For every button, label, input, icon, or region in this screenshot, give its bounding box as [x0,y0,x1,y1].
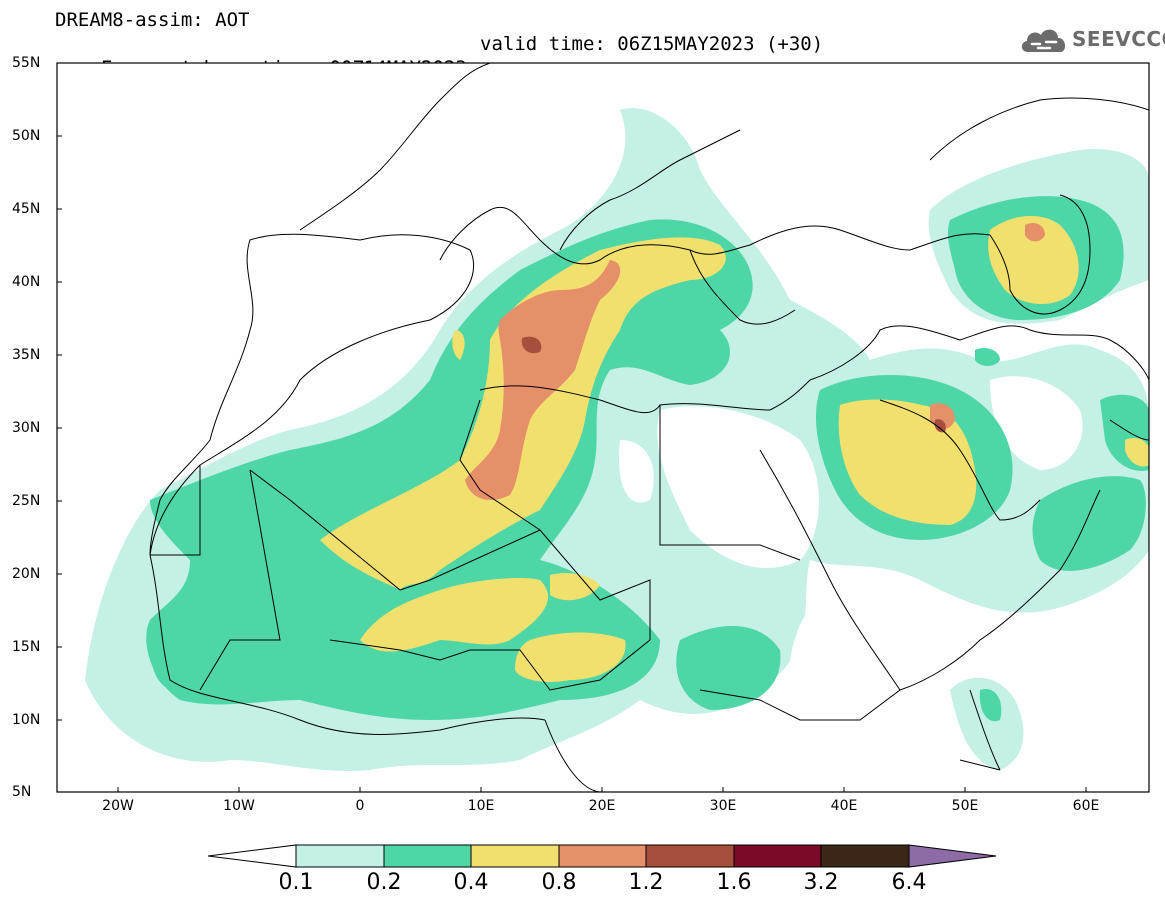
lon-label-50e: 50E [951,798,979,814]
coastlines [149,63,1149,792]
colorbar-label-3.2: 3.2 [803,870,839,895]
colorbar-label-6.4: 6.4 [891,870,927,895]
lon-label-0: 0 [355,798,365,814]
lat-label-5n: 5N [12,784,32,800]
colorbar-segment-5 [645,844,735,868]
colorbar-segment-4 [558,844,647,868]
lat-label-10n: 10N [12,712,41,728]
aot-field [85,108,1149,771]
lon-label-60e: 60E [1072,798,1100,814]
lat-label-55n: 55N [12,55,41,71]
seevccc-logo: SEEVCCC [1018,22,1165,58]
logo-text: SEEVCCC [1072,27,1165,51]
lon-label-20e: 20E [588,798,616,814]
lat-label-45n: 45N [12,201,41,217]
lat-label-20n: 20N [12,566,41,582]
axis-ticks [57,62,1087,792]
colorbar-label-0.4: 0.4 [453,870,489,895]
cloud-icon [1021,29,1066,52]
lon-label-40e: 40E [830,798,858,814]
aot-band-1.2 [521,336,946,433]
colorbar-over-arrow [908,844,997,868]
colorbar-under-arrow [207,844,297,868]
lat-label-35n: 35N [12,347,41,363]
aot-clear-zones [619,376,1083,693]
colorbar-segment-2 [383,844,472,868]
colorbar-segment-1 [295,844,385,868]
lat-label-40n: 40N [12,274,41,290]
lat-label-50n: 50N [12,128,41,144]
lat-label-30n: 30N [12,420,41,436]
colorbar-segment-3 [470,844,560,868]
lon-label-10w: 10W [223,798,255,814]
lat-label-25n: 25N [12,493,41,509]
colorbar-label-0.2: 0.2 [366,870,402,895]
colorbar-label-0.1: 0.1 [278,870,314,895]
colorbar-segment-6 [733,844,822,868]
lon-label-20w: 20W [102,798,134,814]
title-line1: DREAM8-assim: AOT [55,9,250,31]
lon-label-10e: 10E [467,798,495,814]
colorbar-label-1.2: 1.2 [628,870,664,895]
colorbar-segment-7 [820,844,910,868]
colorbar-label-1.6: 1.6 [716,870,752,895]
colorbar-label-0.8: 0.8 [541,870,577,895]
lon-label-30e: 30E [709,798,737,814]
lat-label-15n: 15N [12,639,41,655]
title-valid-time: valid time: 06Z15MAY2023 (+30) [480,33,824,55]
